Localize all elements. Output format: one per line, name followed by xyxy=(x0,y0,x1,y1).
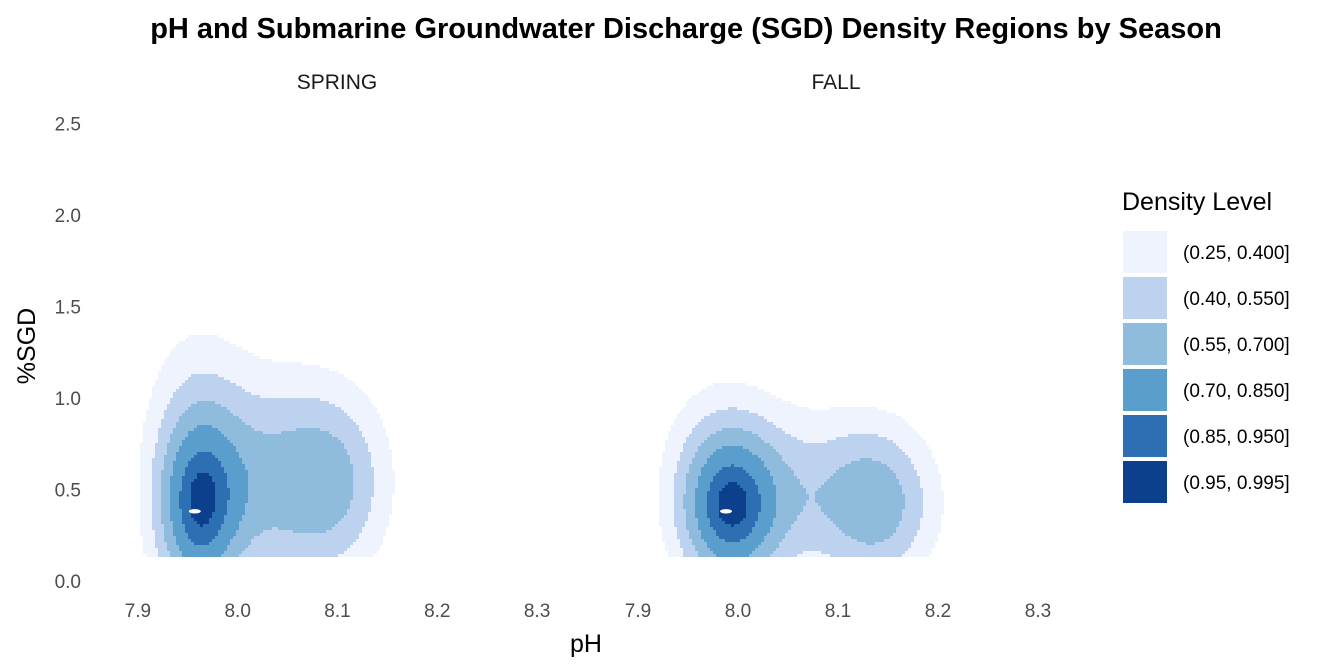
x-tick-label: 8.0 xyxy=(725,601,751,622)
y-tick-label: 0.0 xyxy=(55,572,81,593)
legend-label: (0.95, 0.995] xyxy=(1183,473,1290,494)
legend-label: (0.70, 0.850] xyxy=(1183,381,1290,402)
legend-label: (0.25, 0.400] xyxy=(1183,243,1290,264)
legend-swatch xyxy=(1123,461,1167,503)
x-tick-label: 8.3 xyxy=(1025,601,1051,622)
y-tick-label: 1.0 xyxy=(55,389,81,410)
x-tick-label: 7.9 xyxy=(625,601,651,622)
legend-title: Density Level xyxy=(1122,188,1272,216)
x-tick-label: 8.2 xyxy=(925,601,951,622)
legend-swatch xyxy=(1123,277,1167,319)
x-axis-title: pH xyxy=(570,630,602,658)
legend-swatch xyxy=(1123,369,1167,411)
x-tick-label: 8.2 xyxy=(424,601,450,622)
density-band-6 xyxy=(191,473,215,527)
density-peak-mark xyxy=(188,509,201,514)
legend-swatch xyxy=(1123,231,1167,273)
facet-label-fall: FALL xyxy=(811,71,860,94)
legend-label: (0.85, 0.950] xyxy=(1183,427,1290,448)
y-tick-label: 0.5 xyxy=(55,480,81,501)
x-tick-label: 8.3 xyxy=(524,601,550,622)
y-axis-title: %SGD xyxy=(13,308,41,384)
chart-title: pH and Submarine Groundwater Discharge (… xyxy=(150,13,1222,45)
density-band-6 xyxy=(719,482,746,527)
facet-label-spring: SPRING xyxy=(297,71,378,94)
y-tick-label: 1.5 xyxy=(55,297,81,318)
panel-spring xyxy=(140,335,395,557)
legend-label: (0.40, 0.550] xyxy=(1183,289,1290,310)
panel-fall xyxy=(659,383,944,557)
y-axis-ticks: 0.0 0.5 1.0 1.5 2.0 2.5 xyxy=(55,114,81,593)
y-tick-label: 2.5 xyxy=(55,114,81,135)
y-tick-label: 2.0 xyxy=(55,206,81,227)
legend-swatch xyxy=(1123,415,1167,457)
x-tick-label: 8.1 xyxy=(324,601,350,622)
legend-entries: (0.25, 0.400] (0.40, 0.550] (0.55, 0.700] (… xyxy=(1123,231,1290,503)
legend: Density Level (0.25, 0.400] (0.40, 0.550]… xyxy=(1122,188,1290,503)
x-tick-label: 7.9 xyxy=(125,601,151,622)
legend-swatch xyxy=(1123,323,1167,365)
x-axis-ticks-fall: 7.9 8.0 8.1 8.2 8.3 xyxy=(625,601,1051,622)
x-tick-label: 8.0 xyxy=(224,601,250,622)
x-axis-ticks-spring: 7.9 8.0 8.1 8.2 8.3 xyxy=(125,601,551,622)
density-peak-mark xyxy=(720,509,732,514)
x-tick-label: 8.1 xyxy=(825,601,851,622)
legend-label: (0.55, 0.700] xyxy=(1183,335,1290,356)
